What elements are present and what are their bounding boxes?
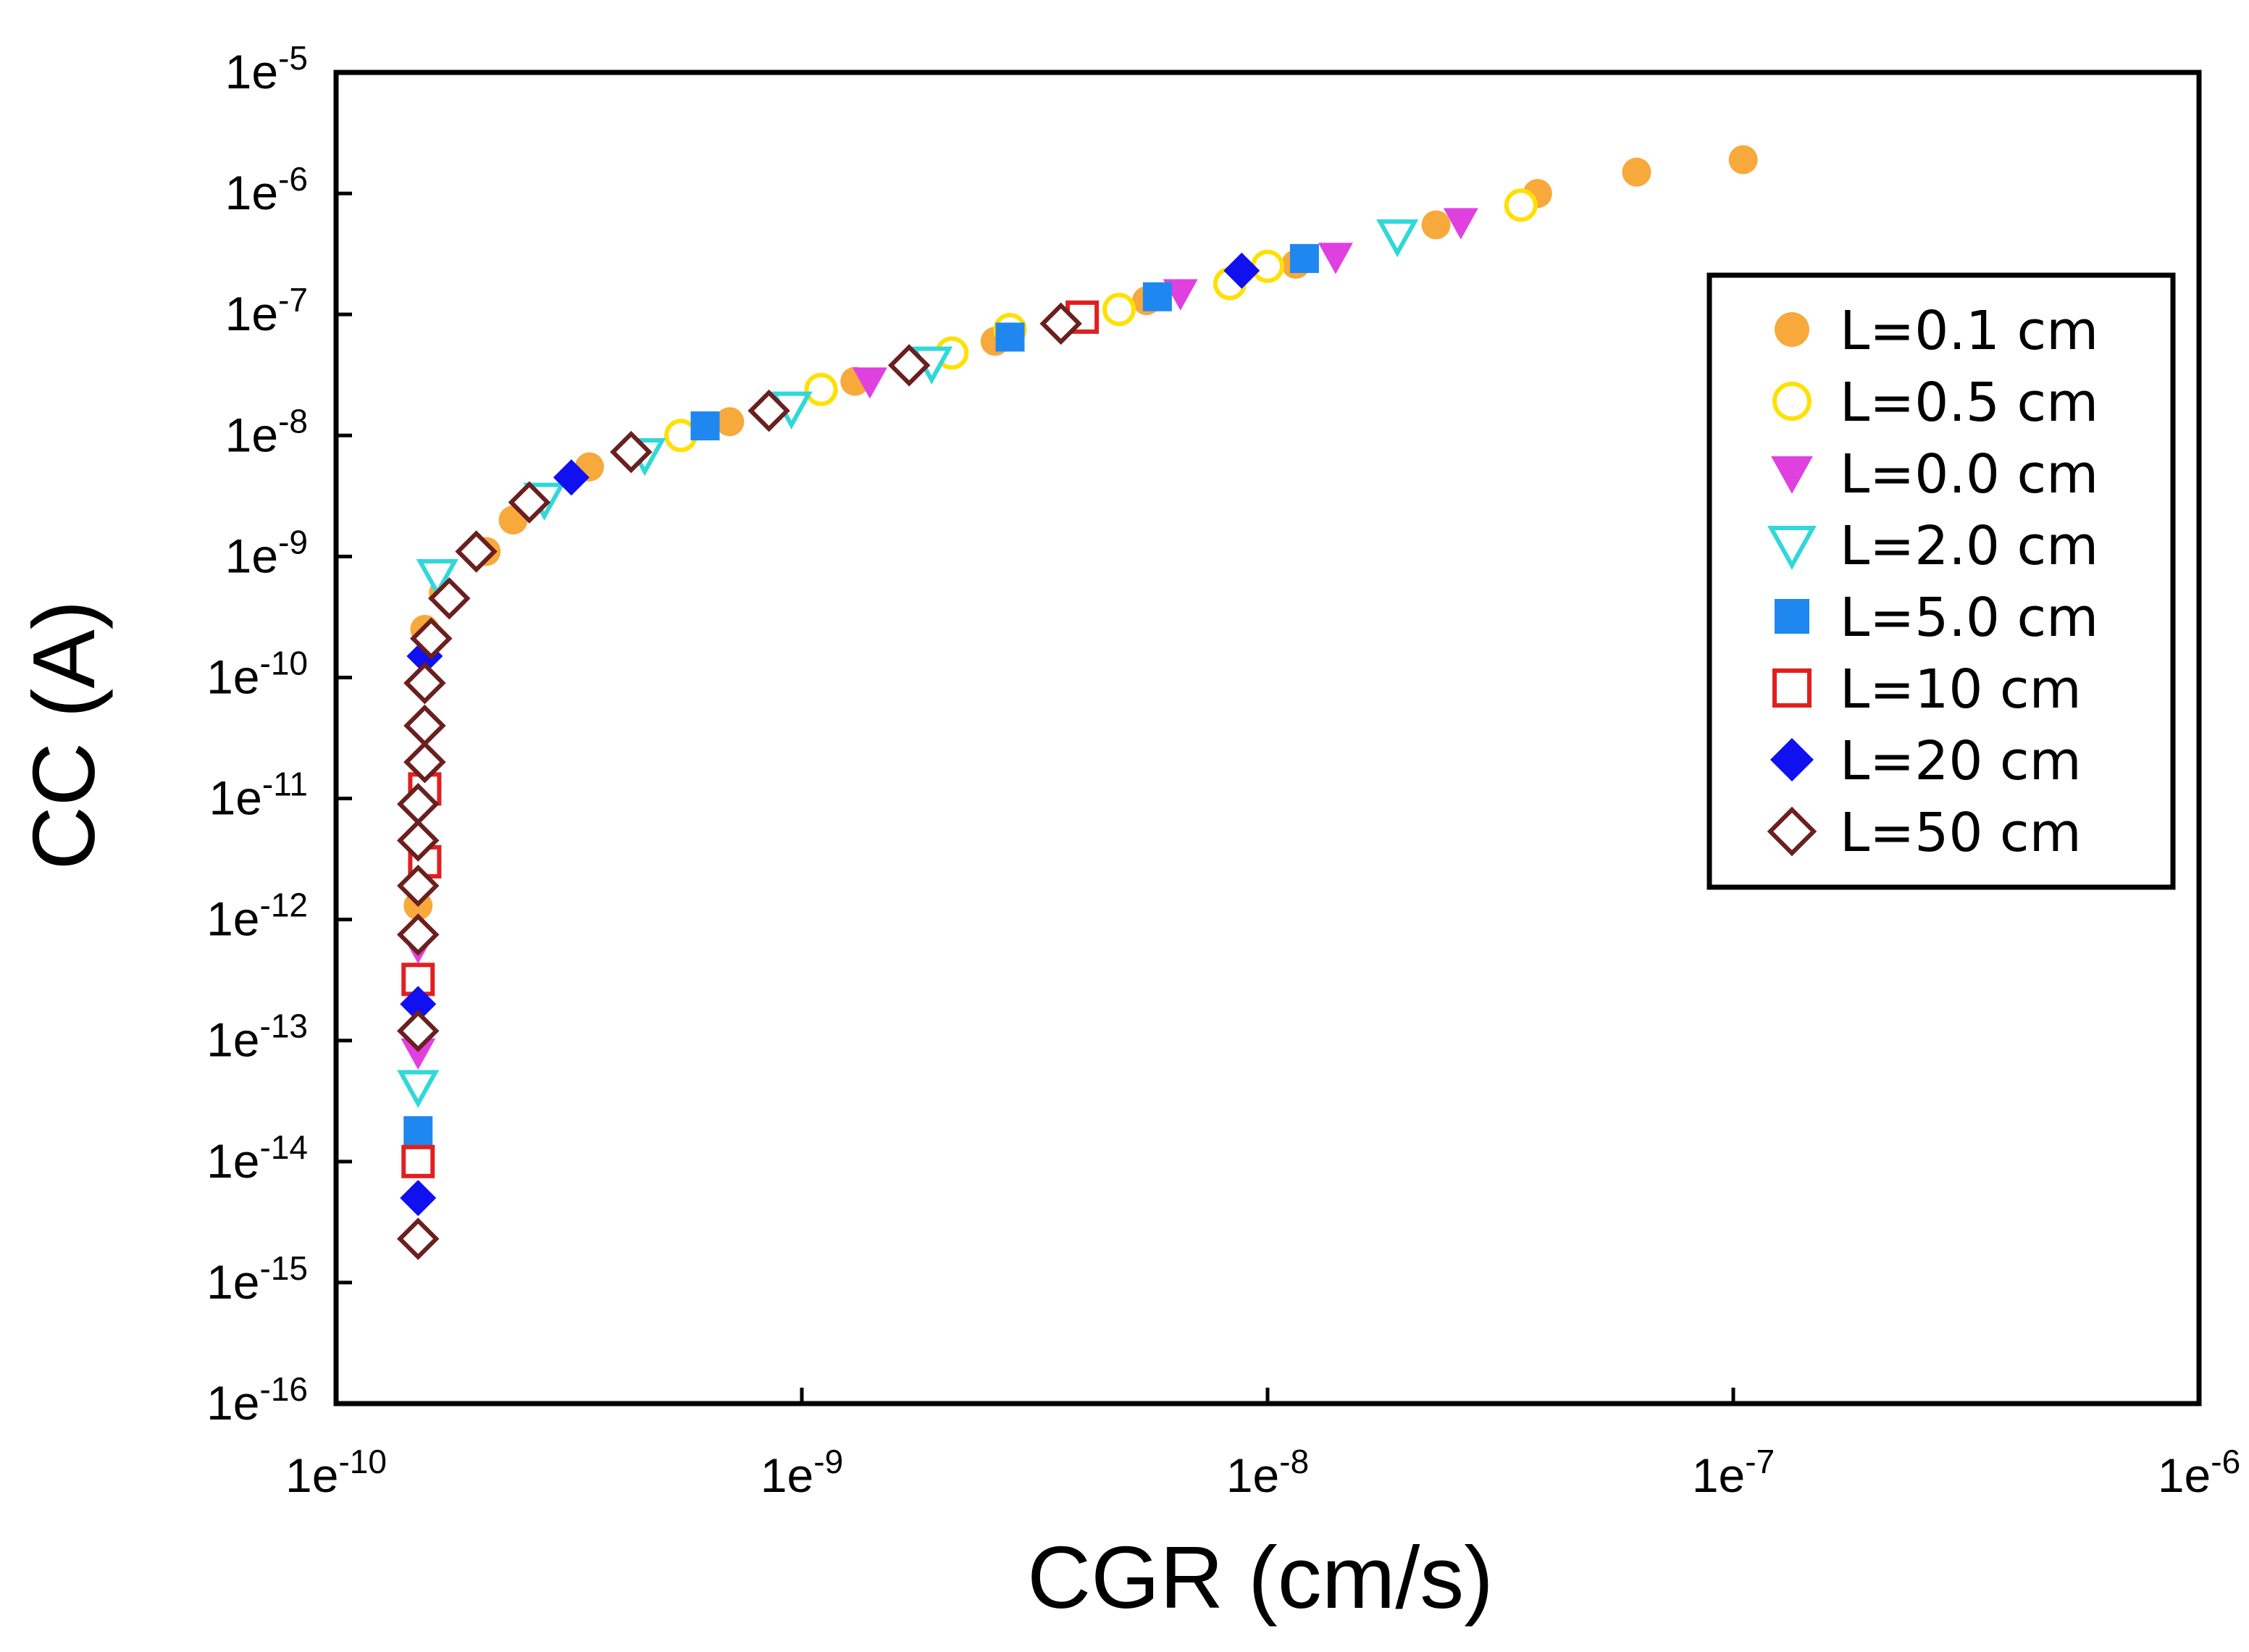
data-point bbox=[396, 782, 440, 826]
data-point bbox=[553, 459, 590, 496]
data-point bbox=[400, 986, 437, 1023]
x-axis-title: CGR (cm/s) bbox=[1027, 1528, 1494, 1627]
data-point bbox=[1728, 145, 1758, 175]
legend-label: L=0.1 cm bbox=[1840, 300, 2098, 362]
y-tick-label: 1e-16 bbox=[206, 1370, 308, 1430]
data-point bbox=[1102, 293, 1136, 327]
x-tick-label: 1e-9 bbox=[761, 1443, 843, 1502]
y-tick-label: 1e-14 bbox=[206, 1128, 308, 1188]
data-point bbox=[1223, 252, 1260, 289]
data-point bbox=[401, 1038, 436, 1070]
data-point bbox=[416, 559, 458, 598]
data-point bbox=[1289, 243, 1319, 273]
data-point bbox=[428, 577, 471, 620]
legend-label: L=20 cm bbox=[1840, 730, 2082, 792]
legend-marker bbox=[1771, 456, 1813, 494]
data-point bbox=[400, 1180, 437, 1217]
legend-label: L=5.0 cm bbox=[1840, 587, 2098, 649]
legend-marker bbox=[1770, 738, 1814, 781]
data-point bbox=[1421, 210, 1451, 240]
series-2 bbox=[401, 208, 1478, 1070]
data-point bbox=[1376, 219, 1419, 258]
data-point bbox=[1504, 188, 1538, 222]
legend-label: L=50 cm bbox=[1840, 802, 2082, 864]
legend-marker bbox=[1775, 312, 1809, 347]
series-7 bbox=[396, 302, 1082, 1260]
legend: L=0.1 cm L=0.5 cm L=0.0 cm L=2.0 cm L=5.0 cm… bbox=[1706, 272, 2176, 890]
data-point bbox=[887, 344, 931, 387]
series-5 bbox=[401, 300, 1100, 1178]
y-tick-label: 1e-8 bbox=[225, 402, 308, 461]
data-point bbox=[396, 864, 440, 907]
data-point bbox=[403, 704, 446, 747]
data-point bbox=[403, 741, 446, 784]
x-tick-label: 1e-10 bbox=[285, 1443, 387, 1502]
data-point bbox=[1039, 302, 1082, 345]
legend-box bbox=[1706, 272, 2176, 890]
data-point bbox=[410, 617, 453, 660]
data-point bbox=[690, 411, 720, 441]
y-tick-label: 1e-13 bbox=[206, 1007, 308, 1067]
legend-label: L=0.0 cm bbox=[1840, 443, 2098, 506]
legend-marker bbox=[1767, 806, 1817, 857]
data-point bbox=[396, 913, 440, 956]
data-point bbox=[396, 1217, 440, 1260]
y-tick-label: 1e-15 bbox=[206, 1249, 308, 1309]
y-tick-label: 1e-6 bbox=[225, 160, 308, 219]
data-point bbox=[1622, 157, 1651, 187]
legend-label: L=2.0 cm bbox=[1840, 515, 2098, 577]
data-point bbox=[396, 1010, 440, 1052]
data-point bbox=[1443, 208, 1478, 240]
series-0 bbox=[403, 145, 1758, 921]
legend-marker bbox=[1772, 668, 1812, 708]
data-point bbox=[715, 407, 745, 437]
y-tick-label: 1e-9 bbox=[225, 523, 308, 582]
data-point bbox=[747, 389, 790, 432]
data-point bbox=[397, 1070, 440, 1108]
y-tick-label: 1e-7 bbox=[225, 281, 308, 340]
series-4 bbox=[403, 243, 1319, 1146]
data-point bbox=[401, 1144, 435, 1178]
legend-marker bbox=[1767, 525, 1817, 570]
y-tick-label: 1e-5 bbox=[225, 39, 308, 98]
y-tick-label: 1e-11 bbox=[209, 766, 309, 825]
data-point bbox=[804, 372, 838, 406]
data-point bbox=[610, 430, 653, 474]
x-axis-ticks: 1e-10 1e-9 1e-8 1e-7 1e-6 bbox=[285, 1388, 2240, 1502]
y-tick-label: 1e-10 bbox=[206, 644, 308, 703]
data-point bbox=[1251, 249, 1284, 283]
legend-marker bbox=[1772, 382, 1812, 421]
data-point bbox=[403, 1116, 433, 1146]
y-axis-ticks: 1e-5 1e-6 1e-7 1e-8 1e-9 1e-10 1e-11 1e-12 1e-13… bbox=[206, 39, 352, 1430]
legend-label: L=0.5 cm bbox=[1840, 372, 2098, 434]
legend-marker bbox=[1775, 599, 1809, 634]
data-point bbox=[852, 367, 887, 399]
x-tick-label: 1e-7 bbox=[1692, 1443, 1775, 1502]
x-tick-label: 1e-8 bbox=[1226, 1443, 1309, 1502]
x-tick-label: 1e-6 bbox=[2158, 1443, 2240, 1502]
data-point bbox=[1142, 282, 1172, 311]
data-point bbox=[995, 322, 1025, 352]
y-tick-label: 1e-12 bbox=[206, 886, 308, 946]
data-point bbox=[403, 661, 446, 705]
data-point bbox=[455, 530, 498, 573]
data-points bbox=[396, 145, 1758, 1260]
data-point bbox=[1318, 243, 1353, 274]
data-point bbox=[508, 481, 551, 524]
y-axis-title: CC (A) bbox=[14, 600, 113, 871]
data-point bbox=[396, 819, 440, 862]
legend-label: L=10 cm bbox=[1840, 658, 2082, 721]
